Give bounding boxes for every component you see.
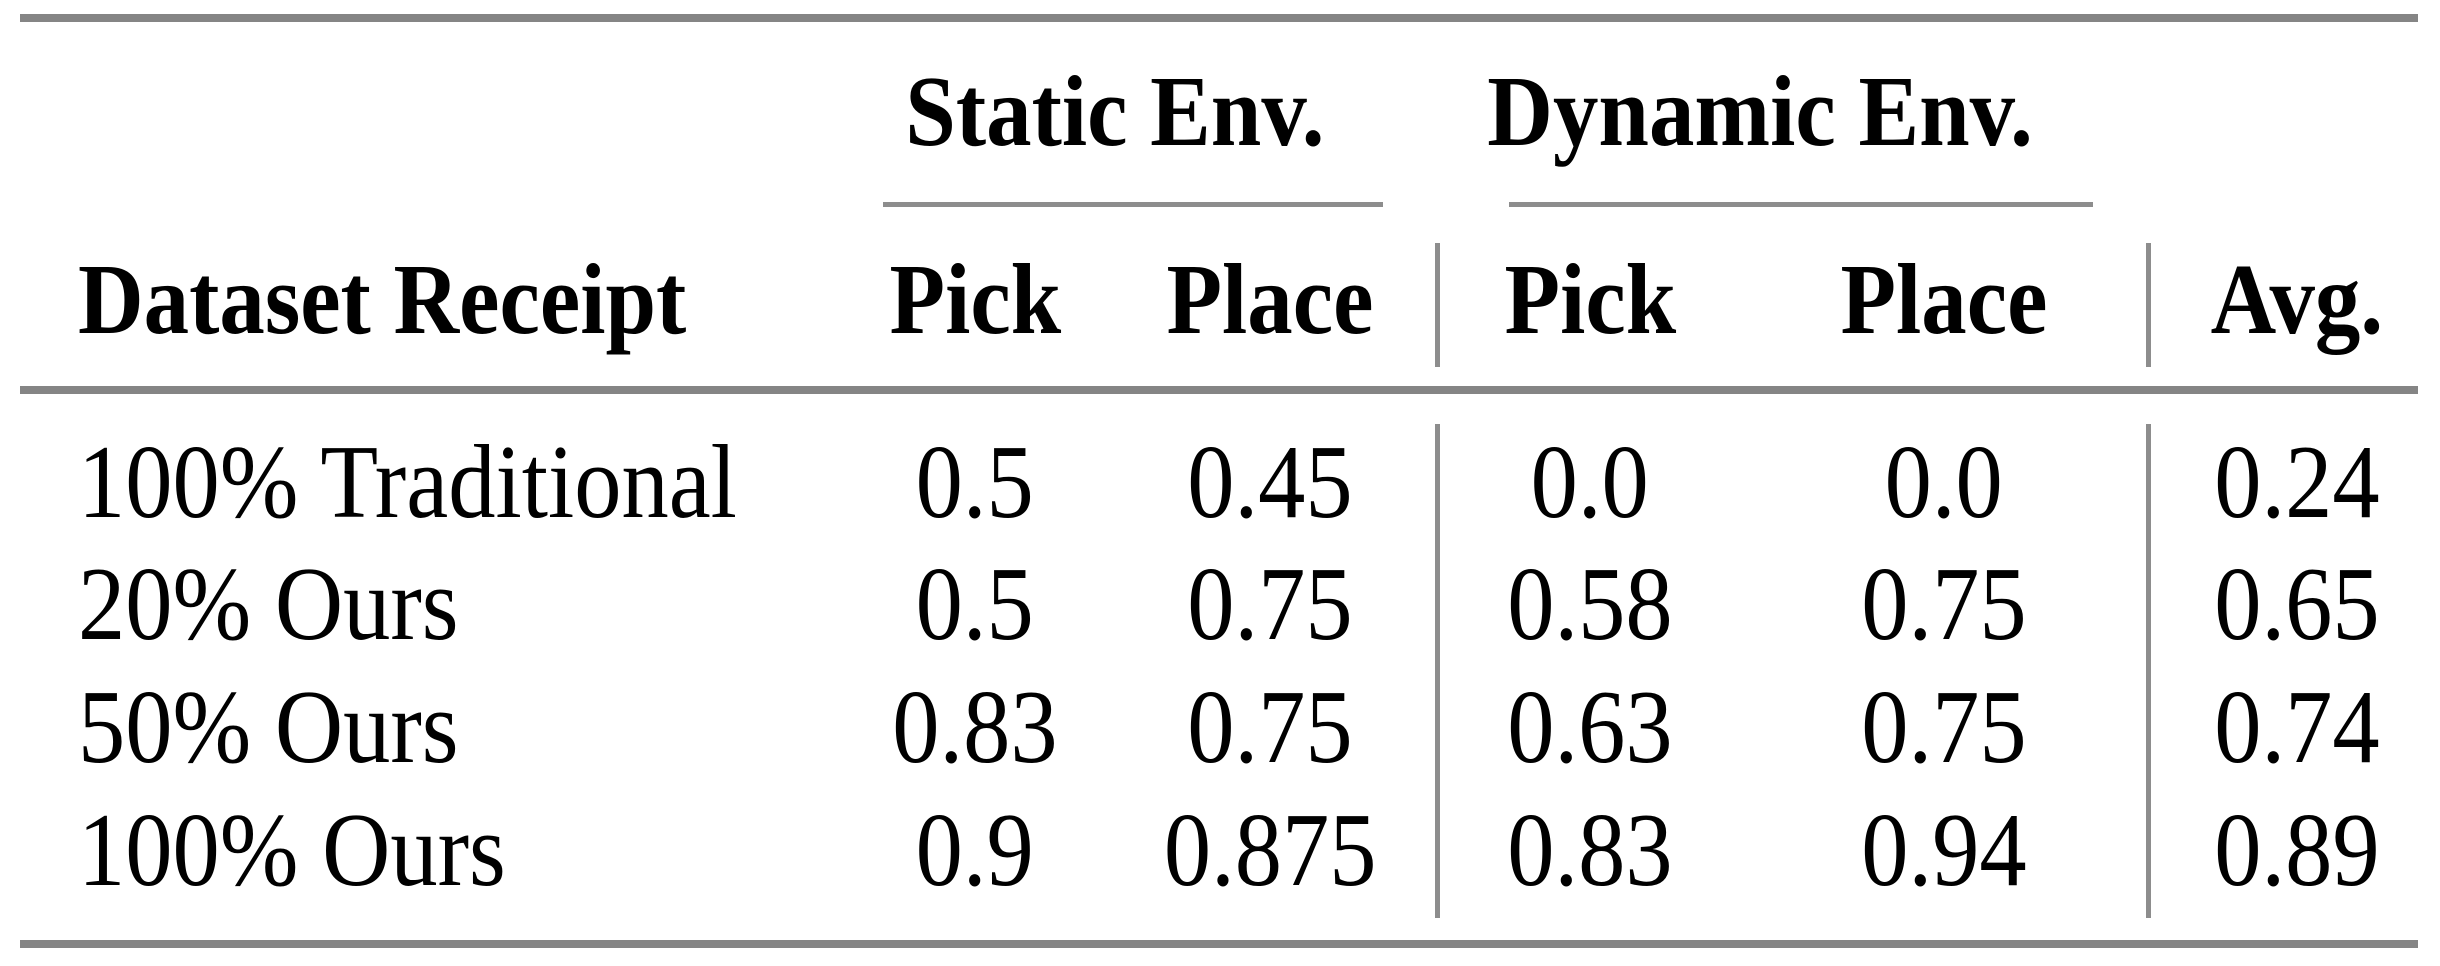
- column-header-dynamic-pick-label: Pick: [1504, 243, 1676, 355]
- cell-value: 0.89: [2214, 791, 2380, 908]
- group-header-static-env: Static Env.: [820, 61, 1410, 162]
- cell-value: 0.63: [1507, 668, 1673, 785]
- table-cell: 0.65: [2158, 551, 2436, 656]
- table-cell: 0.83: [845, 674, 1105, 779]
- column-header-dynamic-pick: Pick: [1440, 249, 1740, 350]
- cell-value: 0.5: [915, 545, 1035, 662]
- row-label-text: 20% Ours: [78, 545, 459, 662]
- cell-value: 0.58: [1507, 545, 1673, 662]
- table-cell: 0.58: [1440, 551, 1740, 656]
- table-cell: 0.0: [1440, 429, 1740, 534]
- row-label: 100% Ours: [78, 797, 918, 902]
- col-divider-static-dynamic: [1435, 243, 1440, 367]
- col-divider-dynamic-avg: [2146, 243, 2151, 367]
- cell-value: 0.24: [2214, 423, 2380, 540]
- cmidrule-dynamic-env: [1509, 202, 2093, 207]
- cell-value: 0.65: [2214, 545, 2380, 662]
- col-divider-static-dynamic: [1435, 424, 1440, 918]
- column-header-dataset-receipt: Dataset Receipt: [78, 249, 918, 350]
- table-cell: 0.875: [1100, 797, 1440, 902]
- table-cell: 0.74: [2158, 674, 2436, 779]
- table-cell: 0.75: [1744, 551, 2144, 656]
- table-cell: 0.5: [845, 429, 1105, 534]
- table-cell: 0.94: [1744, 797, 2144, 902]
- table-cell: 0.75: [1100, 551, 1440, 656]
- table-cell: 0.89: [2158, 797, 2436, 902]
- table-cell: 0.75: [1100, 674, 1440, 779]
- cell-value: 0.83: [1507, 791, 1673, 908]
- row-label: 50% Ours: [78, 674, 918, 779]
- table-midrule: [20, 386, 2418, 394]
- column-header-dynamic-place: Place: [1744, 249, 2144, 350]
- column-header-dynamic-place-label: Place: [1840, 243, 2048, 355]
- table-bottomrule: [20, 940, 2418, 948]
- table-cell: 0.0: [1744, 429, 2144, 534]
- row-label-text: 50% Ours: [78, 668, 459, 785]
- table-cell: 0.24: [2158, 429, 2436, 534]
- cell-value: 0.83: [892, 668, 1058, 785]
- group-header-dynamic-env: Dynamic Env.: [1445, 61, 2075, 162]
- table-cell: 0.9: [845, 797, 1105, 902]
- cell-value: 0.9: [915, 791, 1035, 908]
- table-toprule: [20, 14, 2418, 22]
- table-cell: 0.5: [845, 551, 1105, 656]
- table-cell: 0.63: [1440, 674, 1740, 779]
- column-header-dataset-receipt-label: Dataset Receipt: [78, 243, 687, 355]
- cell-value: 0.875: [1163, 791, 1377, 908]
- cell-value: 0.45: [1187, 423, 1353, 540]
- row-label: 20% Ours: [78, 551, 918, 656]
- cmidrule-static-env: [883, 202, 1383, 207]
- group-header-static-env-label: Static Env.: [905, 55, 1325, 167]
- column-header-static-place-label: Place: [1166, 243, 1374, 355]
- cell-value: 0.75: [1187, 668, 1353, 785]
- group-header-dynamic-env-label: Dynamic Env.: [1487, 55, 2033, 167]
- cell-value: 0.94: [1861, 791, 2027, 908]
- cell-value: 0.75: [1861, 545, 2027, 662]
- row-label-text: 100% Ours: [78, 791, 506, 908]
- column-header-static-pick: Pick: [845, 249, 1105, 350]
- cell-value: 0.0: [1530, 423, 1650, 540]
- column-header-avg-label: Avg.: [2210, 243, 2384, 355]
- row-label-text: 100% Traditional: [78, 423, 737, 540]
- column-header-static-place: Place: [1100, 249, 1440, 350]
- row-label: 100% Traditional: [78, 429, 918, 534]
- cell-value: 0.0: [1884, 423, 2004, 540]
- col-divider-dynamic-avg: [2146, 424, 2151, 918]
- table-cell: 0.45: [1100, 429, 1440, 534]
- column-header-avg: Avg.: [2158, 249, 2436, 350]
- cell-value: 0.5: [915, 423, 1035, 540]
- table-cell: 0.83: [1440, 797, 1740, 902]
- cell-value: 0.74: [2214, 668, 2380, 785]
- column-header-static-pick-label: Pick: [889, 243, 1061, 355]
- cell-value: 0.75: [1187, 545, 1353, 662]
- cell-value: 0.75: [1861, 668, 2027, 785]
- table-cell: 0.75: [1744, 674, 2144, 779]
